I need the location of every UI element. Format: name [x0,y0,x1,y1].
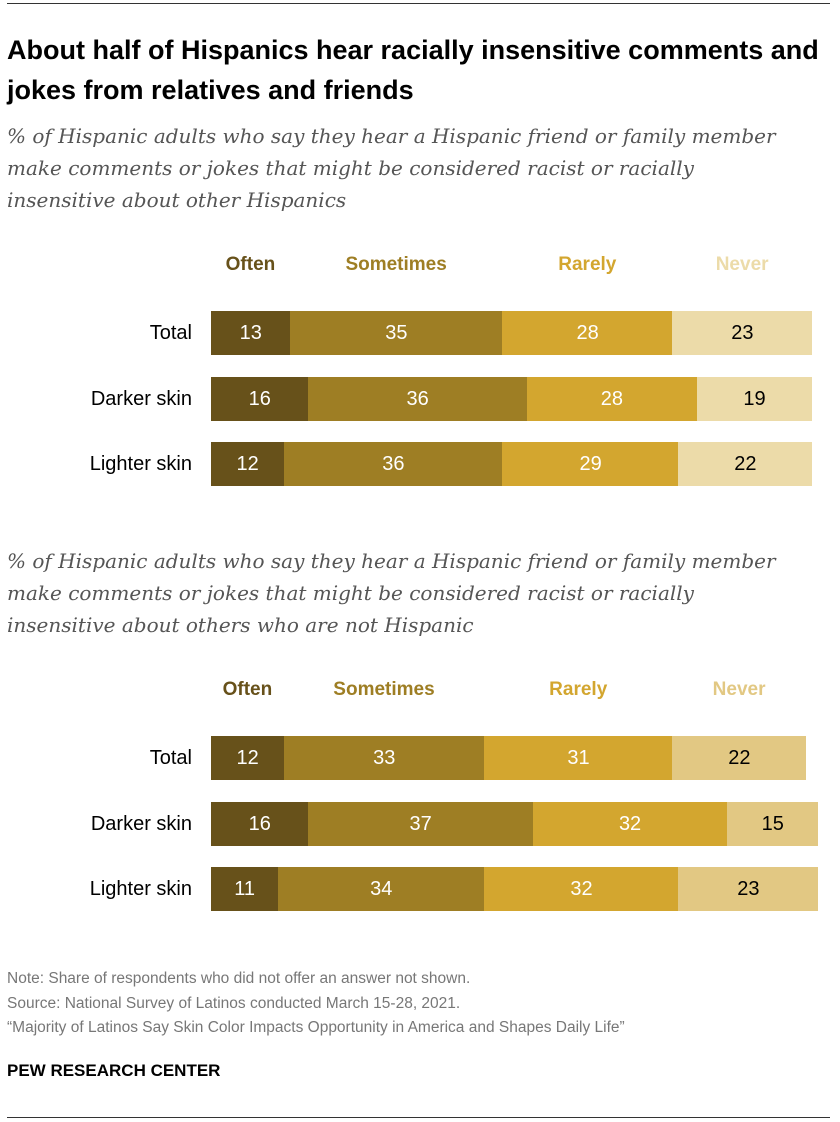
legend-rarely: Rarely [549,679,608,700]
row-label: Darker skin [90,388,192,410]
pew-logo-text: PEW RESEARCH CENTER [7,1061,221,1080]
note-text: Note: Share of respondents who did not o… [7,970,471,987]
bar-segment-rarely: 28 [526,377,698,421]
bar-segment-never: 22 [678,442,813,486]
bar-segment-often: 13 [211,311,291,355]
top-rule [7,3,830,4]
bar-segment-sometimes: 35 [289,311,503,355]
source-text: Source: National Survey of Latinos condu… [7,994,461,1012]
legend-never: Never [715,254,769,275]
bar-segment-rarely: 28 [502,311,673,355]
bar-segment-often: 16 [211,802,309,846]
legend-often: Often [222,679,273,700]
bar-segment-rarely: 32 [484,867,679,911]
bar-segment-often: 11 [211,867,279,911]
legend-often: Often [225,254,276,275]
bar-segment-sometimes: 33 [283,736,485,780]
bar-segment-often: 12 [211,736,285,780]
notes: Note: Share of respondents who did not o… [7,967,625,1041]
bar-segment-rarely: 29 [502,442,679,486]
chart-1: Often Sometimes Rarely Never Total 13 35 28 23 Da… [0,250,840,490]
bar-segment-sometimes: 36 [283,442,503,486]
legend-sometimes: Sometimes [345,254,447,275]
bar-segment-never: 22 [672,736,807,780]
bar-segment-sometimes: 34 [277,867,485,911]
bar-segment-rarely: 32 [532,802,728,846]
bar-segment-rarely: 31 [484,736,673,780]
bar-segment-sometimes: 36 [308,377,528,421]
chart-2: Often Sometimes Rarely Never Total 12 33 31 22 Da… [0,675,840,915]
bar-segment-never: 23 [672,311,813,355]
row-label: Lighter skin [89,453,192,475]
chart-2-subtitle: % of Hispanic adults who say they hear a… [7,549,776,637]
bar-segment-sometimes: 37 [308,802,534,846]
chart-title: About half of Hispanics hear racially in… [7,35,819,105]
bar-segment-never: 19 [696,377,813,421]
bar-segment-never: 23 [678,867,819,911]
bar-segment-often: 12 [211,442,285,486]
bar-segment-often: 16 [211,377,309,421]
bottom-rule [7,1117,830,1118]
row-label: Darker skin [90,813,192,835]
bar-segment-never: 15 [726,802,819,846]
legend-rarely: Rarely [558,254,617,275]
row-label: Total [149,322,192,344]
row-label: Total [149,747,192,769]
chart-1-subtitle: % of Hispanic adults who say they hear a… [7,124,776,212]
report-text: “Majority of Latinos Say Skin Color Impa… [7,1019,625,1036]
legend-never: Never [712,679,766,700]
legend-sometimes: Sometimes [333,679,435,700]
row-label: Lighter skin [89,878,192,900]
